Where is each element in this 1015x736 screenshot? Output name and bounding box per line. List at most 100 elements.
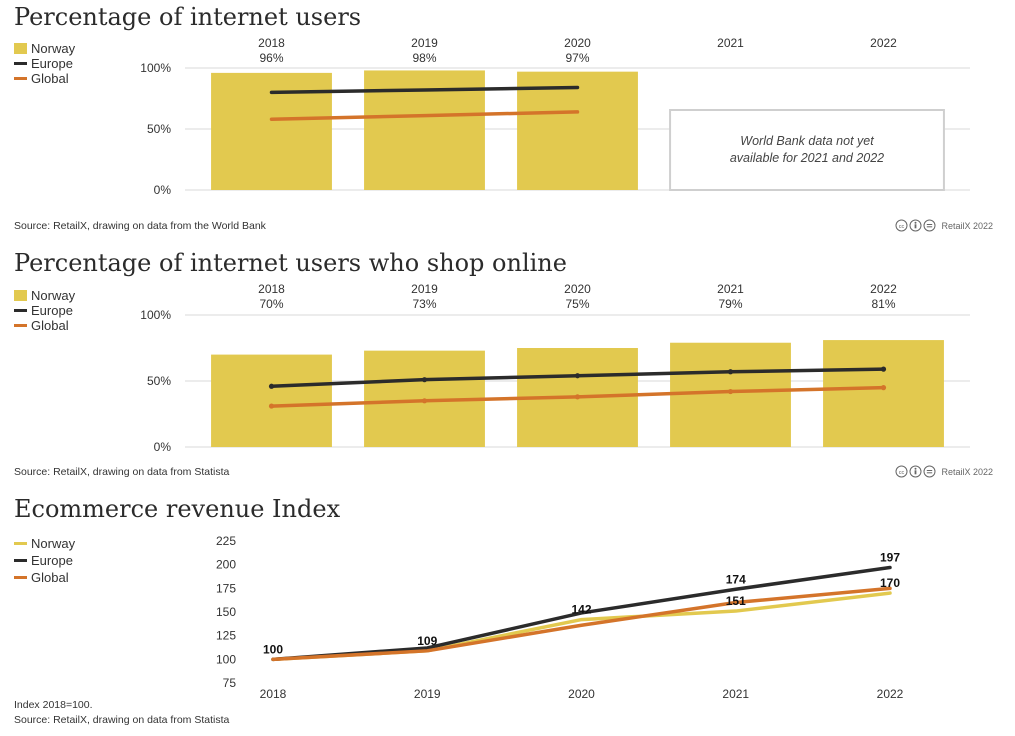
legend-label: Europe <box>31 303 73 318</box>
legend-label: Europe <box>31 56 73 71</box>
legend-label: Norway <box>31 536 76 551</box>
legend-item-norway: Norway <box>14 535 75 552</box>
credit-text: RetailX 2022 <box>941 220 993 231</box>
bar-value-label: 73% <box>412 297 436 311</box>
legend-swatch-europe <box>14 62 27 65</box>
x-category-label: 2020 <box>564 36 591 50</box>
x-category-label: 2020 <box>564 282 591 296</box>
x-category-label: 2021 <box>717 36 744 50</box>
data-note-box <box>669 109 945 191</box>
y-tick-label: 0% <box>154 440 172 454</box>
bar-norway <box>670 342 791 447</box>
y-tick-label: 50% <box>147 122 171 136</box>
creative-commons-icon: cc <box>895 465 937 478</box>
legend-item-europe: Europe <box>14 552 75 569</box>
footnote: Index 2018=100. <box>14 699 93 711</box>
bar-value-label: 79% <box>718 297 742 311</box>
bar-value-label: 81% <box>871 297 895 311</box>
x-category-label: 2021 <box>717 282 744 296</box>
bar-norway <box>823 340 944 447</box>
credit: cc RetailX 2022 <box>895 219 993 232</box>
legend-item-global: Global <box>14 569 75 586</box>
bar-value-label: 97% <box>565 51 589 65</box>
bar-value-label: 70% <box>259 297 283 311</box>
x-category-label: 2019 <box>411 36 438 50</box>
source-note: Source: RetailX, drawing on data from th… <box>14 220 266 232</box>
legend-label: Norway <box>31 288 76 303</box>
y-tick-label: 0% <box>154 183 172 197</box>
chart-ecommerce-index: Ecommerce revenue Index Norway Europe Gl… <box>0 492 1015 736</box>
legend-swatch-norway <box>14 43 27 54</box>
data-note-text: available for 2021 and 2022 <box>730 151 884 165</box>
chart-title: Ecommerce revenue Index <box>14 495 341 523</box>
chart-internet-users: Percentage of internet users Norway Euro… <box>0 0 1015 240</box>
x-category-label: 2021 <box>722 687 749 701</box>
bar-value-label: 75% <box>565 297 589 311</box>
chart-title: Percentage of internet users who shop on… <box>14 249 567 277</box>
source-note: Source: RetailX, drawing on data from St… <box>14 714 230 726</box>
legend-swatch-norway <box>14 542 27 545</box>
data-label: 142 <box>571 603 591 617</box>
x-category-label: 2019 <box>414 687 441 701</box>
legend-label: Global <box>31 71 69 86</box>
legend-swatch-global <box>14 324 27 327</box>
data-label: 151 <box>726 594 746 608</box>
legend-label: Europe <box>31 553 73 568</box>
bar-value-label: 96% <box>259 51 283 65</box>
line-global <box>269 110 580 121</box>
legend-item-global: Global <box>14 318 75 333</box>
data-label: 174 <box>726 572 746 586</box>
y-tick-label: 225 <box>216 534 236 548</box>
credit: cc RetailX 2022 <box>895 465 993 478</box>
data-label: 197 <box>880 551 900 565</box>
x-category-label: 2022 <box>870 282 897 296</box>
svg-text:cc: cc <box>899 224 905 230</box>
y-tick-label: 75 <box>223 676 237 690</box>
x-category-label: 2018 <box>258 36 285 50</box>
bar-norway <box>517 71 638 190</box>
line-global <box>271 586 892 662</box>
line-europe <box>269 85 580 95</box>
point-europe <box>880 366 887 372</box>
y-tick-label: 100% <box>140 61 171 75</box>
x-category-label: 2019 <box>411 282 438 296</box>
legend-label: Norway <box>31 41 76 56</box>
y-tick-label: 100 <box>216 652 236 666</box>
point-europe <box>574 373 581 379</box>
legend-swatch-europe <box>14 559 27 562</box>
point-global <box>268 403 275 409</box>
line-europe <box>271 565 892 662</box>
point-europe <box>727 369 734 375</box>
legend-item-europe: Europe <box>14 303 75 318</box>
x-category-label: 2018 <box>260 687 287 701</box>
x-category-label: 2018 <box>258 282 285 296</box>
x-category-label: 2022 <box>870 36 897 50</box>
point-global <box>727 388 734 395</box>
x-category-label: 2020 <box>568 687 595 701</box>
legend: Norway Europe Global <box>14 535 75 586</box>
legend-item-europe: Europe <box>14 56 75 71</box>
legend-item-global: Global <box>14 71 75 86</box>
y-tick-label: 50% <box>147 374 171 388</box>
credit-text: RetailX 2022 <box>941 466 993 477</box>
bar-value-label: 98% <box>412 51 436 65</box>
point-global <box>880 385 887 391</box>
legend: Norway Europe Global <box>14 41 75 86</box>
point-global <box>574 394 581 400</box>
data-label: 109 <box>417 634 437 648</box>
legend-label: Global <box>31 570 69 585</box>
legend-swatch-global <box>14 576 27 579</box>
legend-swatch-norway <box>14 290 27 301</box>
creative-commons-icon: cc <box>895 219 937 232</box>
y-tick-label: 175 <box>216 581 236 595</box>
legend: Norway Europe Global <box>14 288 75 333</box>
y-tick-label: 100% <box>140 308 171 322</box>
y-tick-label: 200 <box>216 558 236 572</box>
data-label: 100 <box>263 642 283 656</box>
chart-online-shoppers: Percentage of internet users who shop on… <box>0 246 1015 486</box>
point-global <box>421 398 428 404</box>
bar-norway <box>211 354 332 447</box>
legend-item-norway: Norway <box>14 288 75 303</box>
source-note: Source: RetailX, drawing on data from St… <box>14 466 230 478</box>
